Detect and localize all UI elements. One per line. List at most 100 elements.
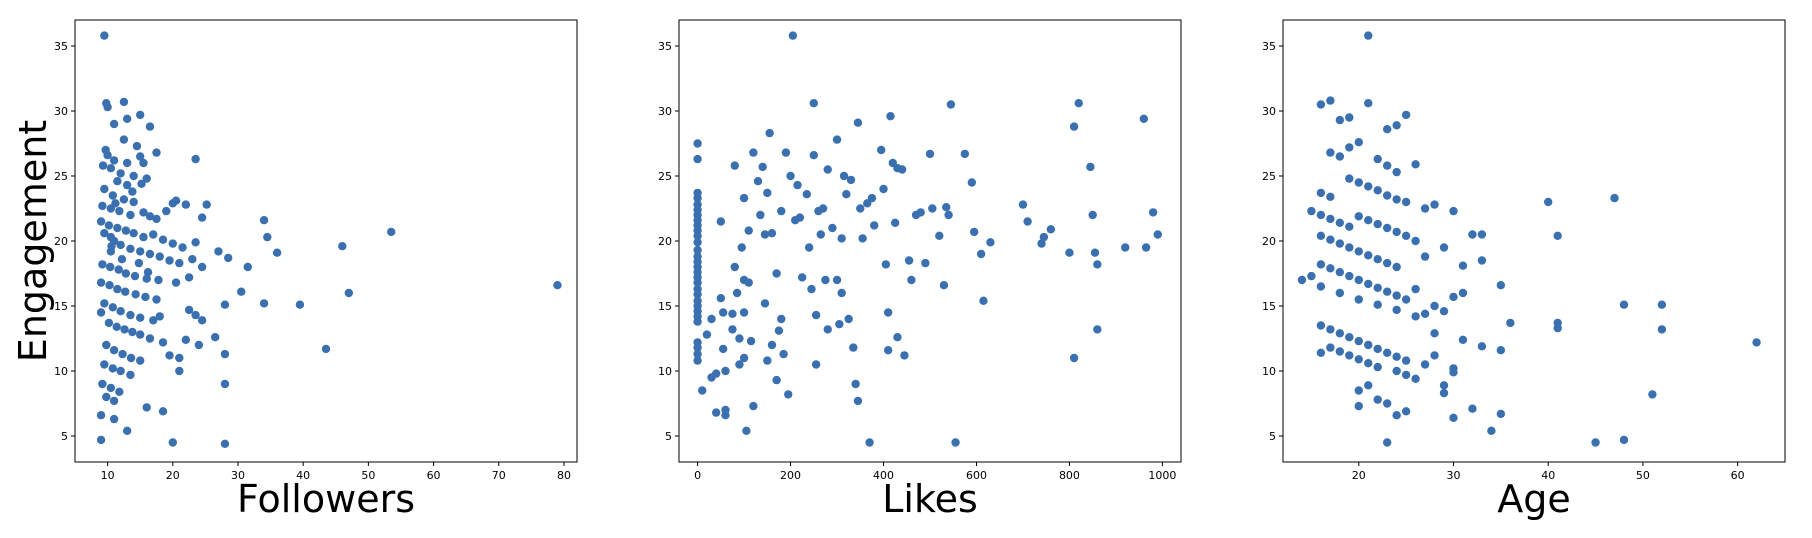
age-point	[1316, 188, 1326, 198]
followers-point	[96, 435, 106, 445]
likes-point	[693, 317, 702, 326]
followers-point	[145, 334, 155, 343]
age-point	[1382, 161, 1392, 170]
followers-point	[129, 197, 138, 207]
likes-point	[883, 308, 893, 317]
followers-point	[152, 295, 161, 304]
followers-point	[126, 310, 135, 320]
age-point	[1392, 305, 1401, 315]
followers-point	[132, 141, 142, 151]
age-point	[1392, 167, 1401, 177]
followers-y-tick-label: 10	[54, 365, 68, 378]
age-point	[1401, 231, 1411, 240]
likes-point	[735, 334, 744, 343]
followers-x-tick-label: 80	[557, 469, 571, 482]
age-point	[1354, 247, 1363, 256]
likes-point	[976, 249, 986, 259]
likes-point	[942, 203, 951, 212]
age-point	[1401, 370, 1411, 380]
followers-point	[165, 351, 174, 360]
age-point	[1335, 288, 1345, 298]
followers-point	[114, 265, 123, 274]
followers-plot-frame	[74, 19, 578, 463]
likes-point	[832, 275, 842, 285]
likes-point	[851, 379, 860, 389]
likes-point	[781, 148, 791, 157]
age-point	[1316, 260, 1326, 269]
likes-point	[1037, 239, 1046, 248]
likes-point	[1086, 162, 1095, 172]
likes-point	[1069, 353, 1079, 363]
likes-point	[816, 230, 825, 239]
age-point	[1392, 291, 1401, 300]
followers-point	[142, 274, 151, 283]
likes-point	[893, 333, 902, 342]
likes-point	[728, 325, 737, 334]
age-point	[1373, 219, 1382, 229]
likes-point	[763, 356, 772, 365]
age-point	[1373, 283, 1382, 292]
likes-point	[809, 99, 818, 108]
age-point	[1354, 336, 1363, 346]
likes-point	[756, 210, 765, 220]
followers-point	[115, 206, 124, 216]
followers-point	[165, 256, 174, 265]
age-point	[1382, 348, 1392, 357]
followers-point	[295, 300, 305, 309]
followers-point	[96, 308, 106, 317]
likes-point	[802, 190, 812, 199]
likes-point	[1088, 210, 1097, 220]
likes-panel: 0 200 400 600 800 1000 5 10 15 20 25 30 35 Likes	[658, 19, 1182, 521]
age-point	[1364, 251, 1373, 260]
followers-point	[149, 230, 158, 239]
likes-point	[865, 438, 874, 447]
age-point	[1430, 301, 1439, 311]
age-point	[1411, 160, 1420, 169]
likes-point	[1153, 230, 1162, 239]
likes-point	[728, 309, 737, 318]
age-point	[1619, 435, 1629, 445]
followers-point	[105, 281, 114, 290]
age-point	[1392, 262, 1401, 272]
followers-y-tick-label: 30	[54, 105, 68, 118]
likes-point	[876, 145, 886, 155]
likes-point	[856, 204, 865, 213]
age-point	[1335, 239, 1345, 248]
likes-point	[765, 128, 774, 138]
likes-plot-frame	[678, 19, 1182, 463]
age-point	[1316, 210, 1326, 220]
likes-point	[986, 238, 995, 247]
followers-point	[152, 214, 161, 224]
followers-point	[120, 325, 129, 334]
followers-point	[202, 200, 211, 209]
age-point	[1364, 381, 1373, 390]
followers-point	[197, 213, 207, 222]
age-point	[1354, 355, 1363, 364]
likes-point	[749, 148, 758, 157]
likes-point	[716, 217, 726, 226]
likes-point	[711, 408, 721, 417]
likes-point	[739, 353, 749, 363]
followers-point	[135, 313, 145, 322]
followers-point	[106, 262, 115, 272]
likes-point	[758, 162, 767, 172]
likes-point	[1148, 208, 1158, 217]
followers-point	[101, 145, 110, 155]
followers-x-tick-label: 60	[427, 469, 441, 482]
likes-y-tick-label: 35	[658, 40, 672, 53]
age-point	[1335, 268, 1345, 277]
likes-point	[746, 336, 756, 346]
followers-point	[131, 290, 140, 299]
age-point	[1411, 312, 1420, 321]
likes-point	[818, 204, 828, 213]
age-point	[1392, 195, 1401, 204]
age-point	[1420, 309, 1430, 318]
likes-point	[693, 349, 702, 359]
age-point	[1373, 255, 1382, 264]
followers-point	[191, 154, 200, 164]
likes-point	[772, 269, 781, 278]
age-x-tick-label: 60	[1731, 469, 1745, 482]
followers-point	[175, 258, 184, 268]
likes-point	[797, 273, 807, 282]
